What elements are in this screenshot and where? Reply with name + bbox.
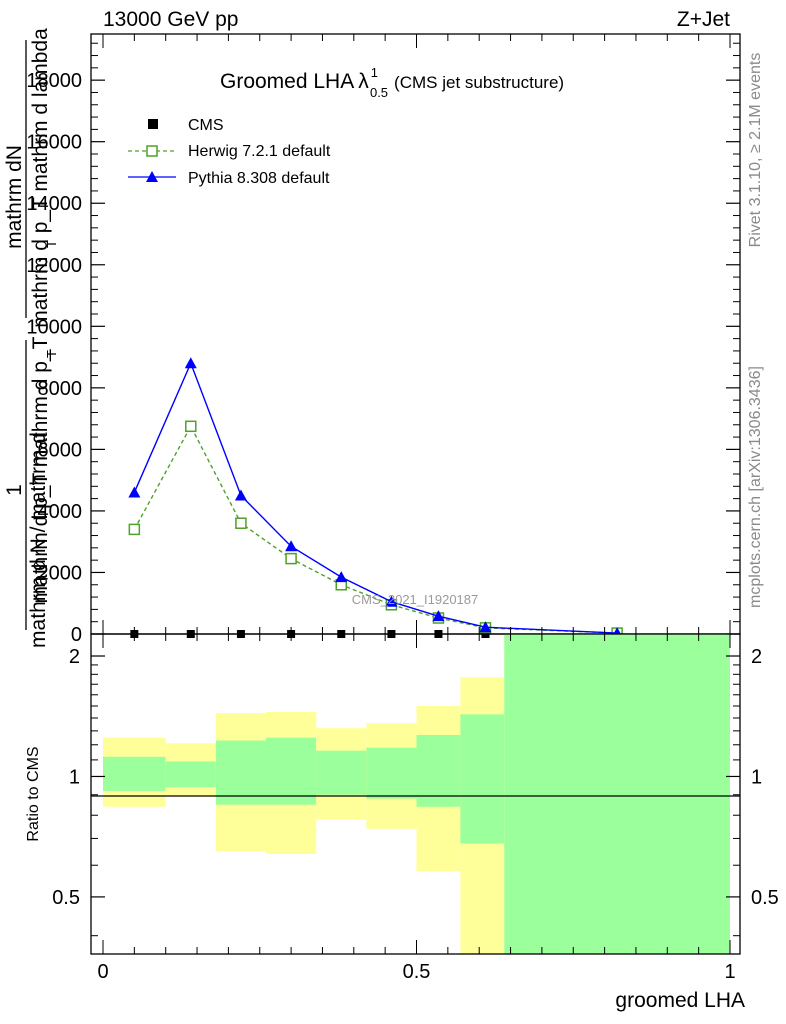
pythia-point — [432, 610, 445, 622]
legend-marker-herwig — [146, 145, 158, 157]
ratio-stat-band — [504, 634, 730, 954]
analysis-label: CMS_2021_I1920187 — [352, 592, 479, 607]
herwig-point — [235, 517, 247, 529]
ylabel-line-3: mathrm d N / mathrm d — [27, 432, 50, 648]
legend-label-pythia: Pythia 8.308 default — [188, 170, 330, 187]
main-plot: 0 2000 4000 6000 8000 10000 12000 14000 16000 180… — [3, 28, 741, 648]
herwig-point — [285, 552, 297, 565]
ratio-y-tick-label: 2 — [69, 646, 80, 668]
main-y-tick-label: 12000 — [26, 255, 82, 277]
legend-marker-cms — [148, 119, 158, 129]
ratio-stat-band — [215, 740, 267, 805]
ratio-y-tick-label-right: 1 — [751, 766, 762, 788]
main-y-tick-label: 2000 — [38, 562, 83, 584]
ratio-plot-frame — [90, 633, 741, 955]
legend: CMS Herwig 7.2.1 default Pythia 8.308 de… — [128, 117, 331, 187]
main-y-tick-label: 18000 — [26, 70, 82, 92]
x-tick-label: 1 — [724, 961, 735, 983]
ylabel-subscript-2: T — [44, 350, 59, 358]
ratio-stat-band — [316, 750, 367, 795]
pythia-point — [285, 540, 298, 552]
main-y-tick-label: 10000 — [26, 316, 82, 338]
main-y-tick-label: 8000 — [38, 378, 83, 400]
energy-label: 13000 GeV pp — [103, 8, 238, 31]
x-axis-label: groomed LHA — [615, 989, 745, 1012]
ratio-stat-band — [366, 747, 417, 799]
x-tick-label: 0 — [97, 961, 108, 983]
ratio-y-tick-label: 1 — [69, 766, 80, 788]
pythia-point — [385, 595, 398, 607]
ratio-y-tick-label-right: 2 — [751, 646, 762, 668]
herwig-point — [185, 420, 197, 433]
herwig-point — [128, 523, 141, 536]
side-label-bottom: mcplots.cern.ch [arXiv:1306.3436] — [747, 366, 764, 608]
plot-title-sup: 1 — [371, 65, 378, 80]
main-y-axis-label: mathrm dN mathrm d p_T mathrm d lambda T… — [3, 28, 59, 648]
ratio-stat-band — [460, 714, 505, 844]
ratio-tick-labels: 0.5 0.5 1 1 2 2 0 0.5 1 — [52, 646, 779, 983]
ratio-bands-layer — [103, 634, 730, 954]
main-y-tick-label: 16000 — [26, 132, 82, 154]
plot-title-sub: 0.5 — [370, 85, 388, 100]
main-ticks — [91, 34, 740, 635]
pythia-point — [184, 357, 197, 369]
pythia-point — [479, 621, 492, 633]
pythia-point — [234, 489, 247, 501]
ratio-y-tick-label-right: 0.5 — [751, 887, 779, 909]
ratio-plot: 0.5 0.5 1 1 2 2 0 0.5 1 Ratio to CMS groomed LHA — [25, 633, 779, 1012]
main-y-tick-label: 14000 — [26, 193, 82, 215]
legend-label-herwig: Herwig 7.2.1 default — [188, 143, 331, 160]
ratio-y-tick-label: 0.5 — [52, 887, 80, 909]
process-label: Z+Jet — [677, 8, 730, 31]
ylabel-line-2: mathrm d p_T mathrm d p_T — [29, 336, 52, 603]
ratio-y-axis-label: Ratio to CMS — [25, 746, 42, 841]
ylabel-numerator: mathrm dN — [3, 145, 26, 249]
ylabel-subscript-1: T — [44, 240, 59, 248]
ratio-stat-band — [266, 737, 317, 805]
legend-label-cms: CMS — [188, 117, 224, 134]
legend-marker-pythia — [146, 171, 158, 182]
plot-title-symbol: λ — [358, 70, 369, 93]
ylabel-line-1: mathrm d p_T mathrm d lambda — [29, 28, 52, 328]
main-y-tick-labels: 0 2000 4000 6000 8000 10000 12000 14000 16000 180… — [26, 70, 82, 646]
ratio-ticks — [91, 634, 740, 954]
main-y-tick-label: 4000 — [38, 501, 83, 523]
pythia-point — [128, 486, 141, 498]
x-tick-label: 0.5 — [403, 961, 431, 983]
ratio-stat-band — [103, 756, 166, 791]
ylabel-one: 1 — [3, 484, 26, 496]
pythia-point — [335, 571, 348, 583]
ratio-stat-band — [165, 761, 216, 788]
main-y-tick-label: 0 — [71, 624, 82, 646]
plot-subtitle: (CMS jet substructure) — [394, 73, 564, 92]
ratio-stat-band — [416, 734, 461, 807]
main-y-tick-label: 6000 — [38, 439, 83, 461]
main-series-layer — [128, 357, 624, 639]
plot-title: Groomed LHA λ 1 0.5 (CMS jet substructure) — [220, 65, 564, 100]
plot-title-text: Groomed LHA — [220, 70, 354, 93]
side-label-top: Rivet 3.1.10, ≥ 2.1M events — [747, 53, 764, 248]
